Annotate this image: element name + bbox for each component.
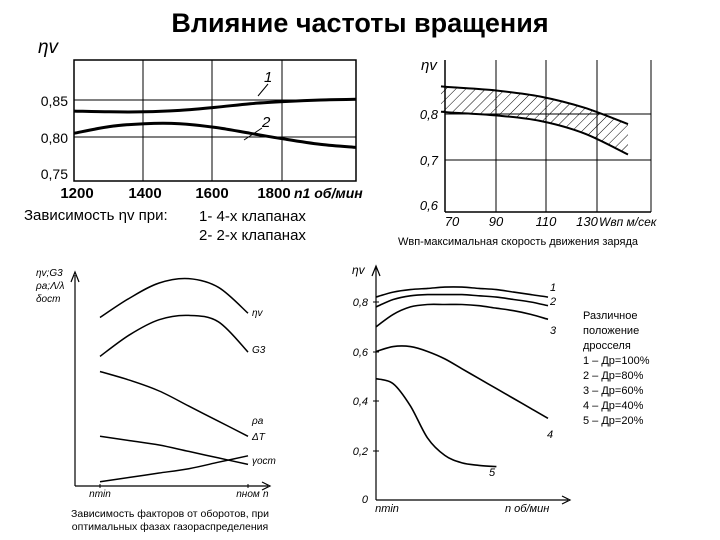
chart3-x-arrow xyxy=(261,481,272,491)
chart2-xtick: 110 xyxy=(536,214,557,229)
legend-line: положение xyxy=(583,325,640,337)
chart3-xtick: nном xyxy=(236,489,260,500)
chart1-frame xyxy=(73,59,357,182)
chart4-ytick: 0 xyxy=(362,494,369,506)
chart4-ytick: 0,2 xyxy=(353,446,368,458)
chart1-xtick: 1200 xyxy=(60,185,93,202)
chart2-lower-line xyxy=(440,110,629,156)
chart3-series-rho xyxy=(99,370,249,437)
chart4-xtick: nmin xyxy=(375,503,399,515)
chart1-caption-prefix: Зависимость ηv при: xyxy=(24,207,168,224)
chart3-xtick: nmin xyxy=(89,489,111,500)
chart2-xtick: 70 xyxy=(445,214,460,229)
chart1-xtick: 1800 xyxy=(257,185,290,202)
chart1-xtick: 1600 xyxy=(195,185,228,202)
chart3-caption-line: оптимальных фазах газораспределения xyxy=(71,521,269,533)
chart2-xlabel: Wвп м/сек xyxy=(599,215,658,229)
chart3-ylabel-line: δост xyxy=(36,294,60,305)
chart3-series-g3 xyxy=(99,314,249,358)
chart1-leader-1 xyxy=(257,83,269,97)
chart1: 1 2 ηv 0,85 0,80 0,75 1200 1400 1600 180… xyxy=(38,37,363,202)
chart3-curve-label: ηv xyxy=(252,308,264,319)
chart1-curve-label: 1 xyxy=(264,69,272,86)
chart3-curve-label: γост xyxy=(252,456,276,467)
legend-line: дросселя xyxy=(583,340,631,352)
chart3-curve-label: ρa xyxy=(251,416,264,427)
chart1-leader-2 xyxy=(243,127,263,141)
chart1-caption: Зависимость ηv при: 1- 4-х клапанах 2- 2… xyxy=(24,207,306,244)
chart3-caption: Зависимость факторов от оборотов, при оп… xyxy=(40,508,300,534)
chart4-ytick: 0,8 xyxy=(353,297,369,309)
chart4-curve-label: 4 xyxy=(547,429,553,441)
chart2-ytick: 0,8 xyxy=(420,107,439,122)
legend-line: 3 – Др=60% xyxy=(583,385,644,397)
chart4-ytick: 0,6 xyxy=(353,347,369,359)
chart1-series-1-line xyxy=(73,97,357,114)
chart4-series-2 xyxy=(375,293,549,308)
chart3-curve-label: G3 xyxy=(252,345,266,356)
chart2-ytick: 0,6 xyxy=(420,198,439,213)
chart4-series-3 xyxy=(375,303,549,328)
chart3-caption-line: Зависимость факторов от оборотов, при xyxy=(71,508,269,520)
throttle-legend: Различное положение дросселя 1 – Др=100%… xyxy=(583,309,649,429)
chart2-xtick: 90 xyxy=(489,214,504,229)
chart4: ηv 0,8 0,6 0,4 0,2 0 1 2 3 4 5 nmin n об… xyxy=(352,263,572,515)
chart1-ytick: 0,80 xyxy=(41,130,68,146)
chart1-xtick: 1400 xyxy=(128,185,161,202)
chart1-option: 1- 4-х клапанах xyxy=(199,208,306,225)
chart1-curve-label: 2 xyxy=(261,114,271,131)
chart4-curve-label: 1 xyxy=(550,282,556,294)
chart3-y-arrow xyxy=(70,270,80,283)
legend-line: 1 – Др=100% xyxy=(583,355,650,367)
chart3-xlabel: n xyxy=(263,489,269,500)
chart4-series-4 xyxy=(375,345,549,420)
chart3-series-etav xyxy=(99,277,249,319)
chart4-ylabel: ηv xyxy=(352,263,366,277)
chart4-x-arrow xyxy=(561,495,572,505)
chart3: ηv;G3 ρa;Λ/λ δост ηv G3 ρa ΔT γост nmin … xyxy=(35,268,276,500)
chart1-option: 2- 2-х клапанах xyxy=(199,227,306,244)
chart1-xlabel: n1 об/мин xyxy=(294,185,363,201)
chart3-curve-label: ΔT xyxy=(251,432,266,443)
legend-line: 4 – Др=40% xyxy=(583,400,644,412)
chart2-ylabel: ηv xyxy=(421,57,438,74)
legend-line: Различное xyxy=(583,310,638,322)
chart2-xtick: 130 xyxy=(576,214,598,229)
chart1-options: 1- 4-х клапанах 2- 2-х клапанах xyxy=(199,207,306,245)
chart4-y-arrow xyxy=(371,264,381,277)
legend-line: 2 – Др=80% xyxy=(583,370,644,382)
chart3-series-dt xyxy=(99,435,249,466)
chart1-series-2-line xyxy=(73,121,357,149)
chart3-series-gamma xyxy=(99,455,249,483)
chart4-curve-label: 2 xyxy=(549,296,556,308)
chart2-hatched-band xyxy=(441,86,628,155)
chart2-ytick: 0,7 xyxy=(420,153,439,168)
chart1-ytick: 0,75 xyxy=(41,166,68,182)
chart3-ylabel-line: ηv;G3 xyxy=(36,268,63,279)
chart1-ylabel: ηv xyxy=(38,37,60,58)
page-title: Влияние частоты вращения xyxy=(171,8,549,38)
chart1-ytick: 0,85 xyxy=(41,93,68,109)
chart4-curve-label: 5 xyxy=(489,467,496,479)
chart2-caption: Wвп-максимальная скорость движения заряд… xyxy=(398,236,639,248)
chart4-ytick: 0,4 xyxy=(353,396,368,408)
chart4-series-5 xyxy=(375,377,497,468)
chart4-xlabel: n об/мин xyxy=(505,503,549,515)
legend-line: 5 – Др=20% xyxy=(583,415,644,427)
chart2: ηv 0,8 0,7 0,6 70 90 110 130 Wвп м/сек xyxy=(420,57,658,229)
chart2-upper-line xyxy=(440,85,629,126)
chart4-curve-label: 3 xyxy=(550,325,557,337)
chart3-ylabel-line: ρa;Λ/λ xyxy=(35,281,65,292)
chart4-series-1 xyxy=(375,286,549,298)
